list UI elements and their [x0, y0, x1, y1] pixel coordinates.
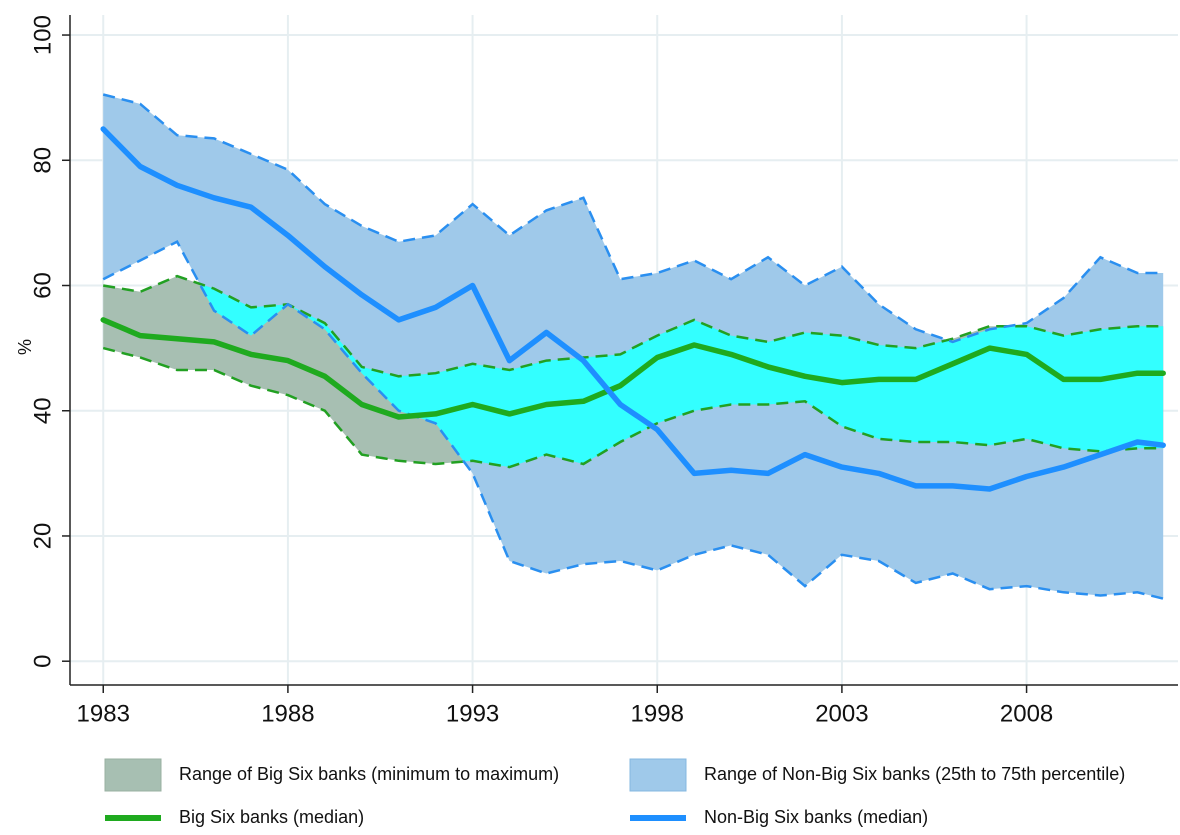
y-axis-label: %	[15, 339, 35, 355]
x-tick-label: 1988	[261, 700, 314, 727]
legend-label: Range of Non-Big Six banks (25th to 75th…	[704, 764, 1125, 784]
y-tick-label: 20	[29, 523, 56, 550]
x-tick-label: 1998	[631, 700, 684, 727]
x-tick-label: 2003	[815, 700, 868, 727]
legend-swatch	[104, 758, 162, 792]
x-tick-label: 2008	[1000, 700, 1053, 727]
y-tick-label: 80	[29, 147, 56, 174]
y-tick-label: 100	[29, 15, 56, 55]
legend-swatch	[629, 758, 687, 792]
y-tick-label: 60	[29, 272, 56, 299]
y-tick-label: 0	[29, 655, 56, 668]
legend-label: Non-Big Six banks (median)	[704, 807, 928, 827]
legend-label: Range of Big Six banks (minimum to maxim…	[179, 764, 559, 784]
y-tick-label: 40	[29, 397, 56, 424]
band-edge	[102, 346, 1164, 469]
band-edge	[102, 274, 1164, 378]
x-tick-label: 1993	[446, 700, 499, 727]
legend-label: Big Six banks (median)	[179, 807, 364, 827]
band-edge	[102, 93, 1164, 344]
median-line	[100, 317, 1166, 420]
x-tick-label: 1983	[77, 700, 130, 727]
median-line	[100, 126, 1166, 492]
